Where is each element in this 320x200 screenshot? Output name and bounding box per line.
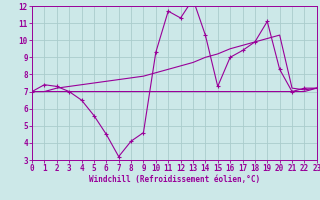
X-axis label: Windchill (Refroidissement éolien,°C): Windchill (Refroidissement éolien,°C) xyxy=(89,175,260,184)
